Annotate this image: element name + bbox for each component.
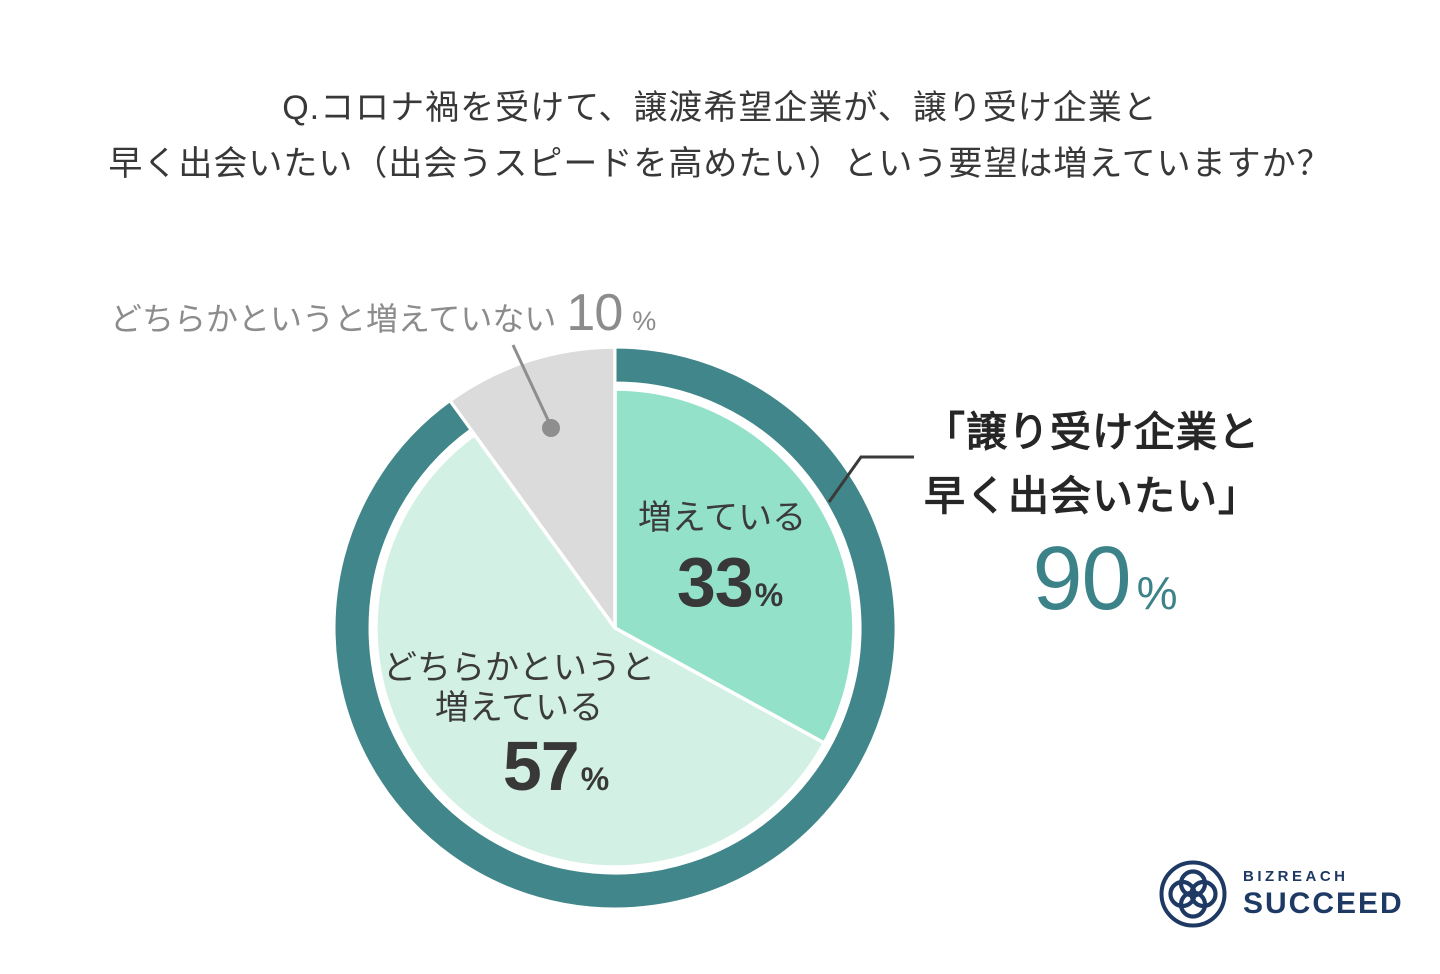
label-somewhat-increasing: どちらかというと 増えている — [383, 648, 655, 728]
value-somewhat-increasing: 57 % — [503, 726, 609, 806]
value-increasing-number: 33 — [676, 543, 754, 621]
callout-line-ring-90 — [827, 455, 914, 503]
highlight-callout-line-2: 早く出会いたい」 — [924, 473, 1260, 519]
label-increasing: 増えている — [638, 498, 806, 538]
highlight-ring — [332, 345, 898, 911]
label-increasing-text: 増えている — [637, 499, 807, 537]
value-somewhat-increasing-unit: % — [580, 761, 610, 797]
highlight-callout-value: 90 % — [1032, 528, 1177, 631]
label-not-increasing: どちらかというと増えていない 10 % — [110, 283, 656, 343]
highlight-value-unit: % — [1136, 567, 1178, 619]
callout-line-not-increasing — [511, 344, 550, 421]
pie-slice-2 — [448, 345, 617, 630]
logo: BIZREACH SUCCEED — [1157, 858, 1404, 930]
highlight-value-number: 90 — [1032, 529, 1131, 629]
callout-dot-not-increasing — [542, 419, 560, 437]
value-increasing: 33 % — [677, 542, 783, 622]
logo-product-name: SUCCEED — [1243, 886, 1404, 920]
chart-title-line-2: 早く出会いたい（出会うスピードを高めたい）という要望は増えていますか？ — [108, 145, 1332, 183]
label-not-increasing-value: 10 — [566, 284, 623, 342]
label-not-increasing-text: どちらかというと増えていない — [110, 301, 557, 337]
chart-title: Q.コロナ禍を受けて、譲渡希望企業が、譲り受け企業と 早く出会いたい（出会うスピ… — [0, 80, 1440, 192]
highlight-callout-line-1: 「譲り受け企業と — [924, 409, 1260, 455]
highlight-callout-text: 「譲り受け企業と 早く出会いたい」 — [924, 400, 1260, 528]
logo-text: BIZREACH SUCCEED — [1243, 868, 1404, 921]
chart-title-line-1: Q.コロナ禍を受けて、譲渡希望企業が、譲り受け企業と — [282, 89, 1158, 127]
label-not-increasing-unit: % — [632, 306, 657, 336]
value-increasing-unit: % — [754, 577, 784, 613]
callout-lines — [511, 344, 914, 503]
label-somewhat-increasing-line-2: 増えている — [434, 689, 604, 727]
logo-brand-name: BIZREACH — [1243, 867, 1349, 885]
pie-slices — [332, 345, 898, 911]
pie-slice-0 — [613, 387, 856, 745]
pie-slice-1 — [374, 432, 827, 869]
label-somewhat-increasing-line-1: どちらかというと — [383, 649, 655, 687]
logo-knot-icon — [1159, 860, 1227, 928]
value-somewhat-increasing-number: 57 — [502, 727, 580, 805]
